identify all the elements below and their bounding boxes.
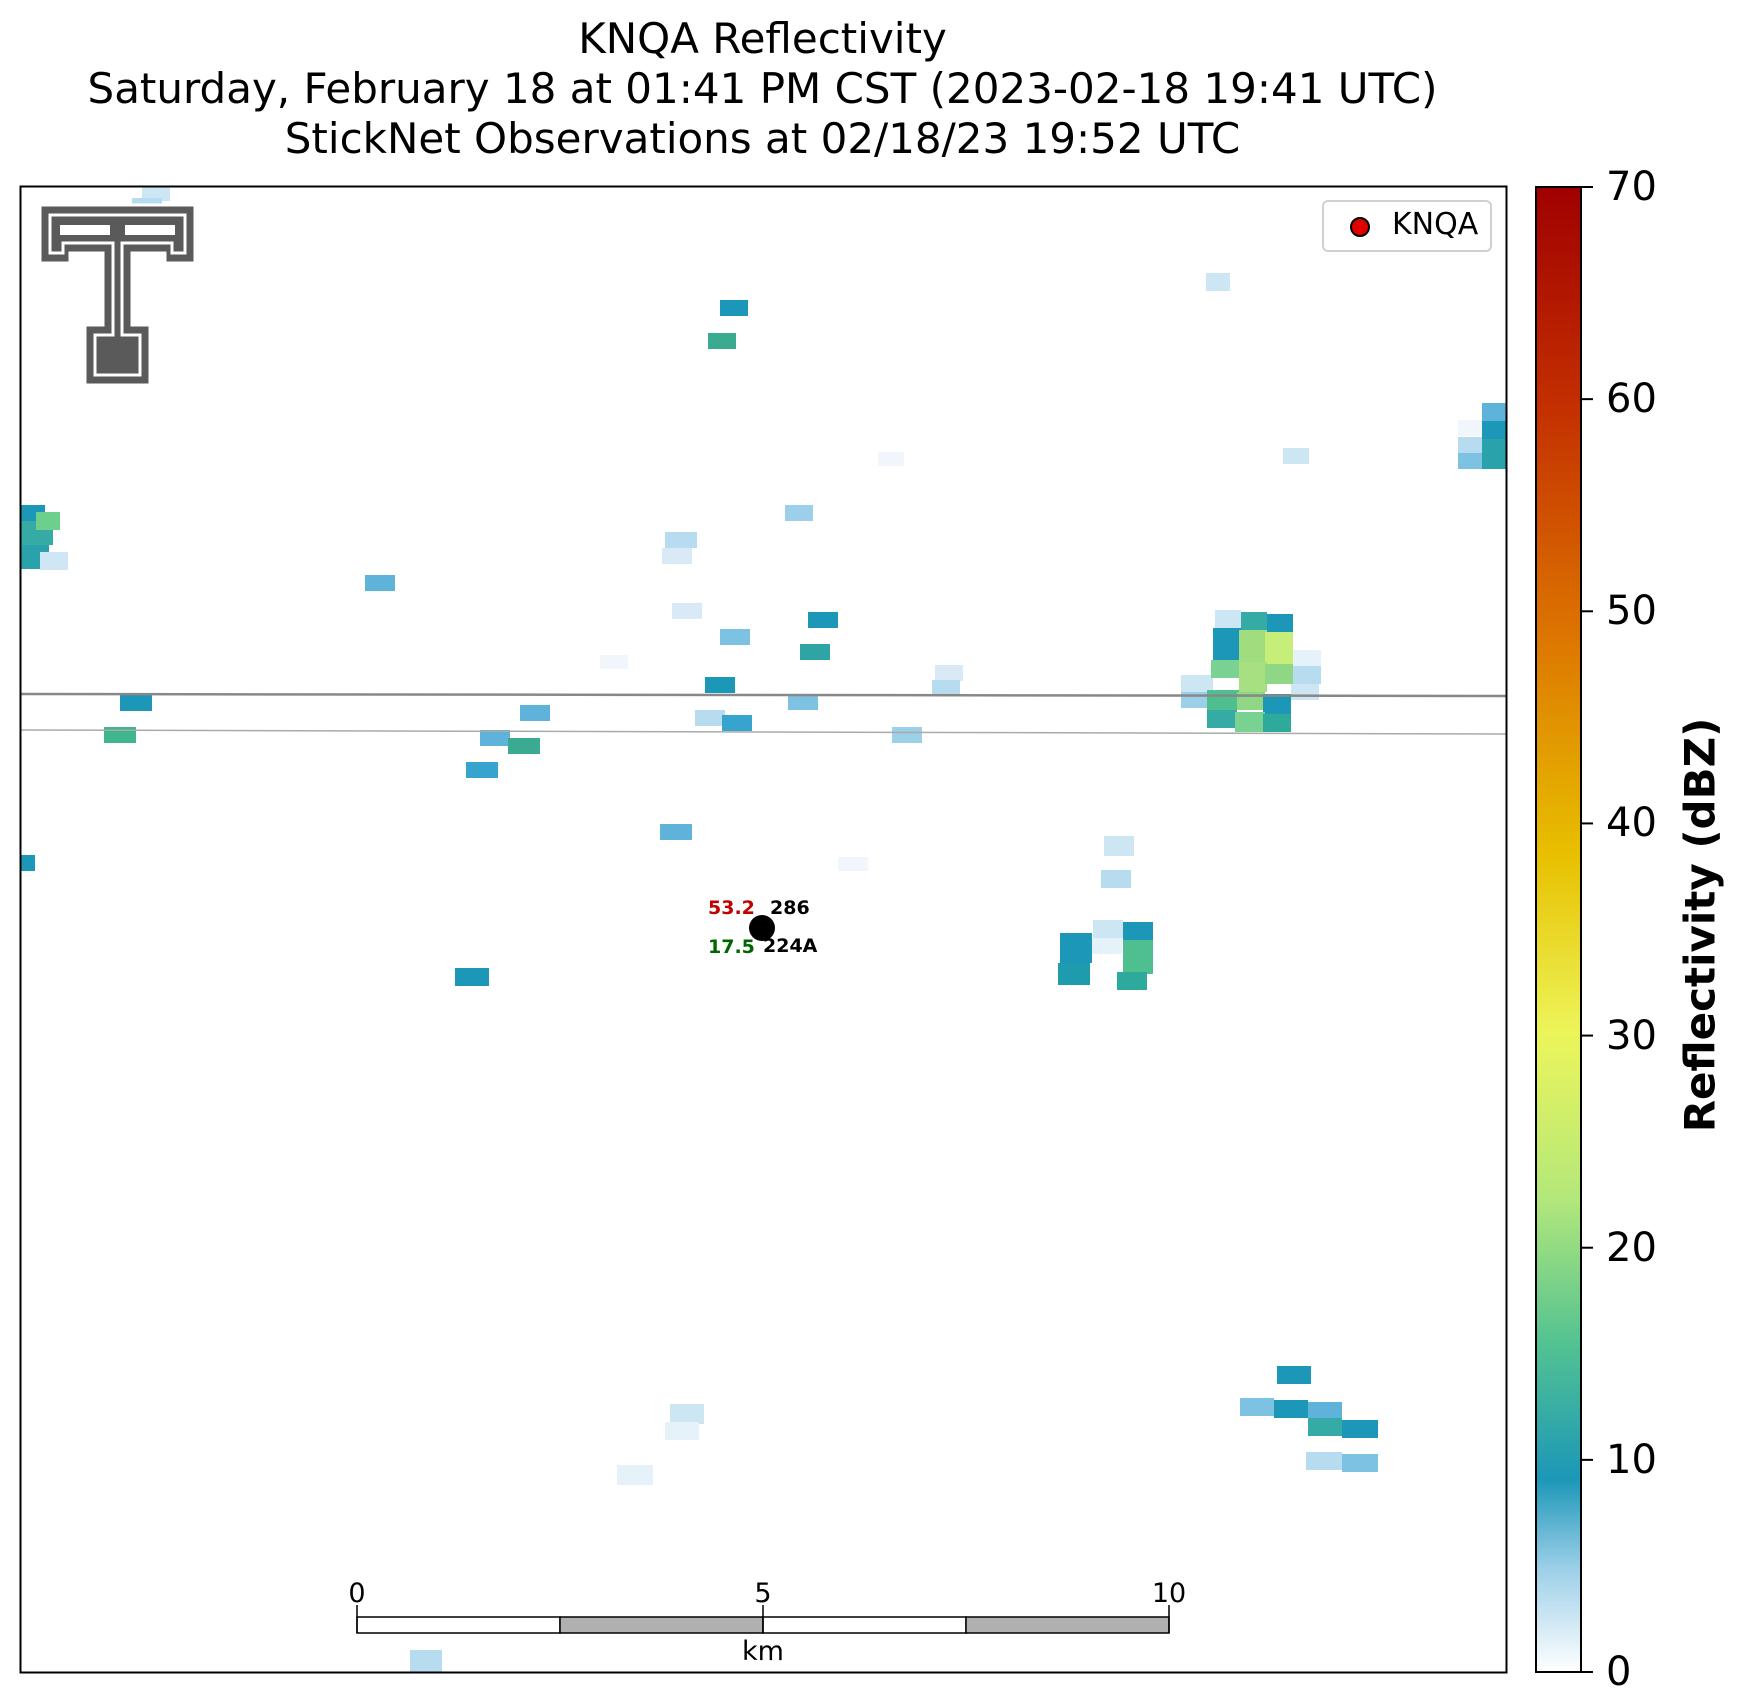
scale-tick-10: 10	[1151, 1578, 1187, 1609]
map-title: KNQA Reflectivity	[578, 14, 947, 63]
scale-tick-5: 5	[754, 1578, 772, 1609]
colorbar-tick-label: 0	[1606, 1649, 1632, 1695]
station-temperature: 53.2	[708, 897, 755, 919]
colorbar-tick-label: 10	[1606, 1436, 1657, 1483]
colorbar-tick-label: 40	[1606, 800, 1657, 847]
colorbar-tick-label: 20	[1606, 1224, 1657, 1271]
map-subtitle-time: Saturday, February 18 at 01:41 PM CST (2…	[87, 64, 1438, 113]
station-id: 224A	[763, 935, 818, 957]
map-subtitle-obs: StickNet Observations at 02/18/23 19:52 …	[284, 114, 1241, 163]
legend-label: KNQA	[1392, 207, 1479, 242]
colorbar-tick-label: 30	[1606, 1012, 1657, 1059]
scale-bar	[356, 1605, 1170, 1634]
station-marker[interactable]	[749, 915, 775, 941]
station-dewpoint: 17.5	[708, 936, 755, 958]
radar-reflectivity-layer	[21, 187, 1506, 1672]
texas-tech-logo	[38, 203, 197, 387]
knqa-marker-icon	[1350, 217, 1370, 237]
scale-unit: km	[742, 1636, 784, 1667]
map-legend: KNQA	[1322, 200, 1492, 252]
colorbar-tick-label: 50	[1606, 588, 1657, 635]
station-pressure: 286	[770, 897, 810, 919]
colorbar	[1535, 186, 1593, 1673]
map-frame	[19, 185, 1508, 1674]
colorbar-tick-label: 70	[1606, 164, 1657, 210]
road-lines	[20, 692, 1507, 735]
colorbar-title: Reflectivity (dBZ)	[1675, 717, 1725, 1133]
colorbar-tick-label: 60	[1606, 376, 1657, 423]
scale-tick-0: 0	[348, 1578, 366, 1609]
